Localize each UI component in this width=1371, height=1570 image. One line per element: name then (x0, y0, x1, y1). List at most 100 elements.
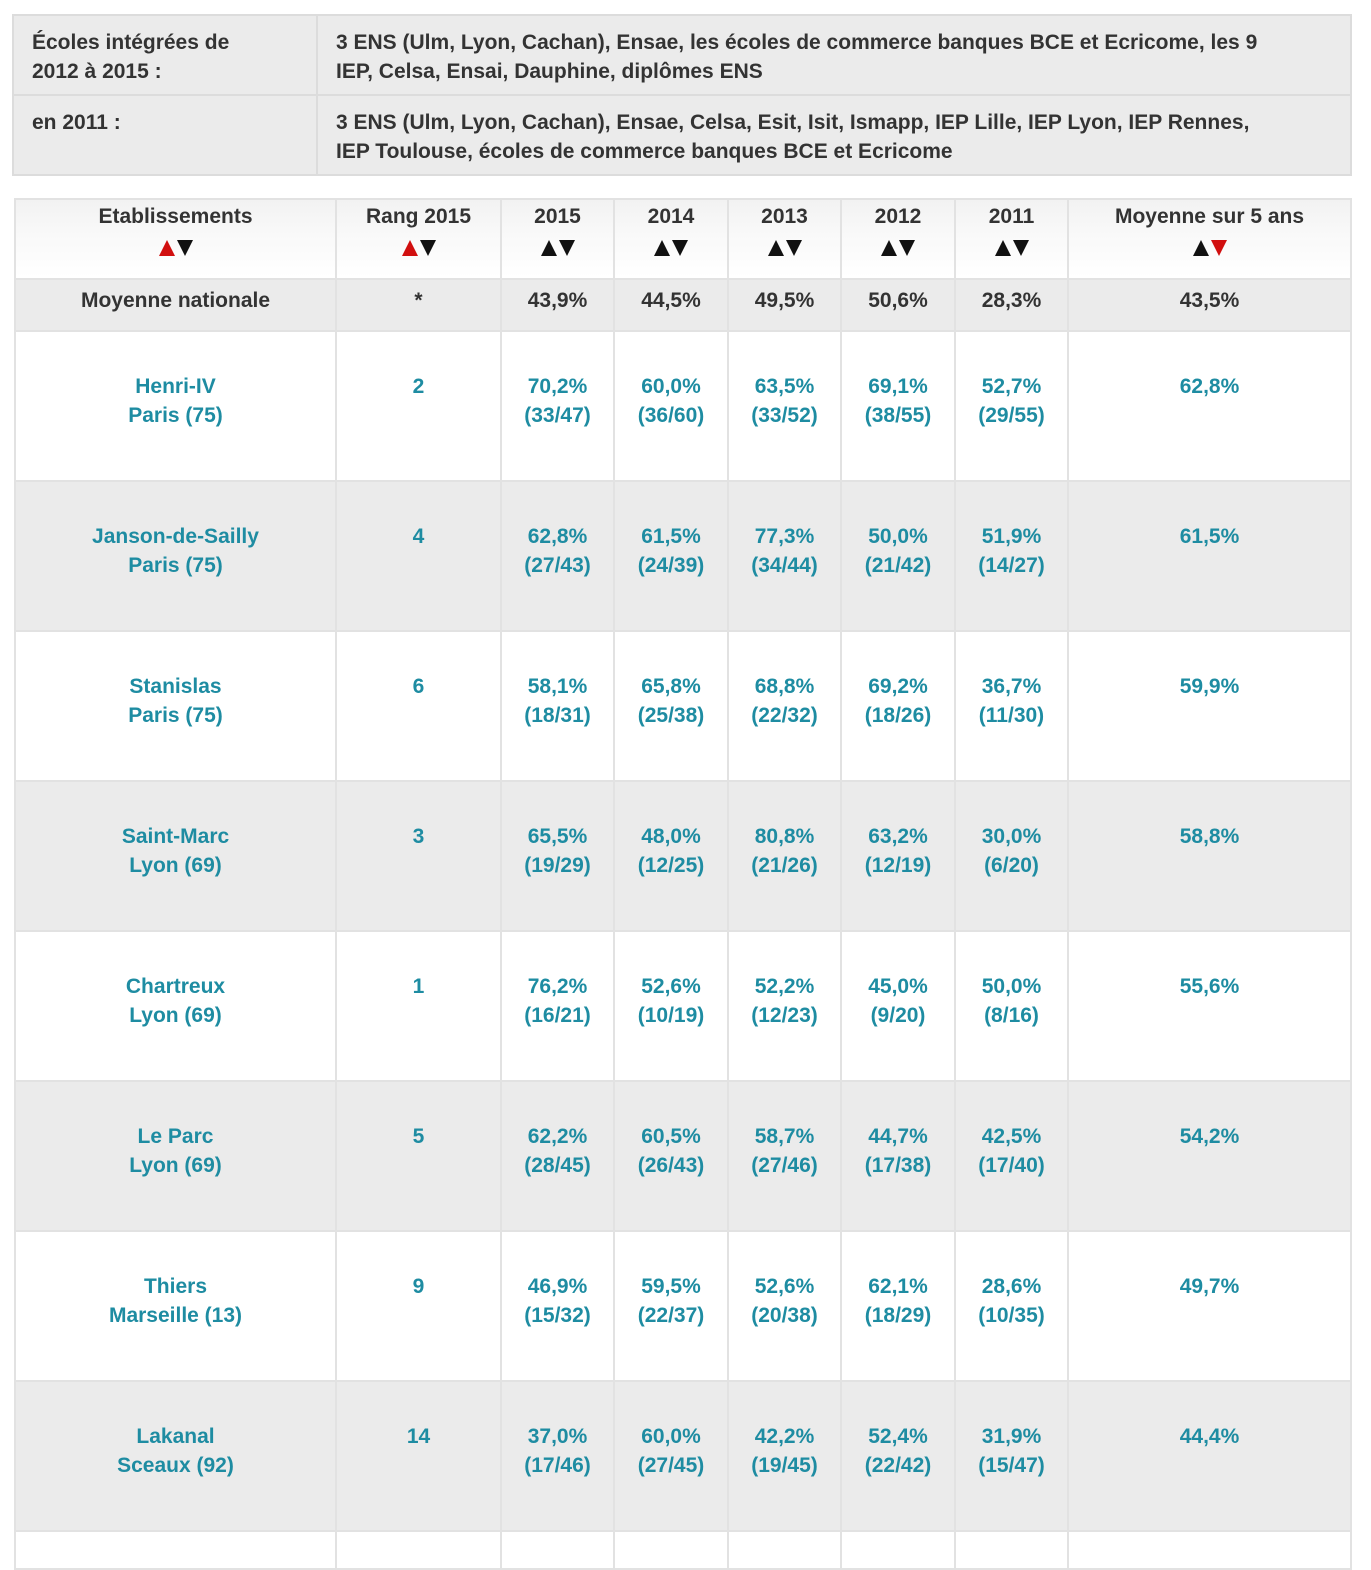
school-cell[interactable]: Le Parc Lyon (69) (14, 1080, 337, 1232)
year-cell: 50,0% (8/16) (954, 930, 1069, 1082)
year-pct: 48,0% (641, 825, 701, 848)
year-pct: 37,0% (527, 1425, 588, 1448)
sort-control[interactable] (729, 240, 840, 260)
table-row: Stanislas Paris (75) 6 58,1% (18/31) 65,8%… (14, 630, 1352, 782)
header-etablissements[interactable]: Etablissements (14, 198, 337, 280)
sort-desc-icon[interactable] (558, 240, 575, 256)
header-2014[interactable]: 2014 (613, 198, 729, 280)
sort-control[interactable] (337, 240, 500, 260)
year-frac: (28/45) (524, 1154, 591, 1177)
year-pct: 65,8% (641, 675, 701, 698)
info-row: Écoles intégrées de 2012 à 2015 : 3 ENS … (12, 14, 1352, 96)
year-frac: (6/20) (984, 854, 1039, 877)
year-frac: (17/38) (864, 1154, 932, 1177)
year-cell: 28,6% (10/35) (954, 1230, 1069, 1382)
school-cell[interactable]: Thiers Marseille (13) (14, 1230, 337, 1382)
year-frac: (27/45) (637, 1454, 705, 1477)
sort-asc-icon[interactable] (401, 240, 418, 256)
year-pct: 58,1% (527, 675, 588, 698)
sort-asc-icon[interactable] (654, 240, 670, 256)
year-frac: (33/52) (751, 404, 818, 427)
school-name-link[interactable]: Saint-Marc (121, 825, 230, 848)
sort-asc-icon[interactable] (994, 240, 1011, 256)
header-moyenne-5-ans[interactable]: Moyenne sur 5 ans (1067, 198, 1352, 280)
year-pct: 70,2% (527, 375, 588, 398)
year-frac: (16/21) (524, 1004, 591, 1027)
sort-desc-icon[interactable] (1012, 240, 1029, 256)
school-name-link[interactable]: Henri-IV (135, 375, 216, 398)
year-frac: (17/40) (978, 1154, 1045, 1177)
school-name-link[interactable]: Lakanal (136, 1425, 215, 1448)
sort-control[interactable] (502, 240, 613, 260)
year-cell: 37,0% (17/46) (500, 1380, 615, 1532)
sort-desc-icon[interactable] (176, 240, 193, 256)
school-city[interactable]: Paris (75) (128, 554, 223, 577)
header-2012[interactable]: 2012 (840, 198, 956, 280)
year-frac: (24/39) (637, 554, 705, 577)
year-cell: 58,7% (27/46) (727, 1080, 842, 1232)
year-frac: (26/43) (637, 1154, 705, 1177)
school-city[interactable]: Marseille (13) (108, 1304, 243, 1327)
year-frac: (10/35) (978, 1304, 1045, 1327)
year-frac: (29/55) (978, 404, 1045, 427)
empty-cell (1067, 1530, 1352, 1570)
average-cell: 62,8% (1067, 330, 1352, 482)
info-value: 3 ENS (Ulm, Lyon, Cachan), Ensae, les éc… (316, 14, 1352, 96)
sort-control[interactable] (956, 240, 1067, 260)
year-frac: (15/47) (978, 1454, 1045, 1477)
school-cell[interactable]: Saint-Marc Lyon (69) (14, 780, 337, 932)
year-pct: 45,0% (868, 975, 928, 998)
header-rang-2015[interactable]: Rang 2015 (335, 198, 502, 280)
school-name-link[interactable]: Stanislas (129, 675, 222, 698)
rank-cell: 5 (335, 1080, 502, 1232)
school-cell[interactable]: Lakanal Sceaux (92) (14, 1380, 337, 1532)
year-frac: (38/55) (864, 404, 932, 427)
info-row: en 2011 : 3 ENS (Ulm, Lyon, Cachan), Ens… (12, 94, 1352, 176)
school-city[interactable]: Paris (75) (128, 704, 223, 727)
header-2015[interactable]: 2015 (500, 198, 615, 280)
school-cell[interactable]: Chartreux Lyon (69) (14, 930, 337, 1082)
info-value: 3 ENS (Ulm, Lyon, Cachan), Ensae, Celsa,… (316, 94, 1352, 176)
sort-asc-icon[interactable] (540, 240, 557, 256)
school-name-link[interactable]: Le Parc (137, 1125, 214, 1148)
sort-control[interactable] (16, 240, 335, 260)
school-name-link[interactable]: Thiers (143, 1275, 208, 1298)
year-cell: 61,5% (24/39) (613, 480, 729, 632)
sort-asc-icon[interactable] (1192, 240, 1209, 256)
header-2011[interactable]: 2011 (954, 198, 1069, 280)
header-2013[interactable]: 2013 (727, 198, 842, 280)
school-city[interactable]: Lyon (69) (129, 1004, 222, 1027)
school-name-link[interactable]: Janson-de-Sailly (92, 525, 259, 548)
sort-desc-icon[interactable] (899, 240, 915, 256)
year-frac: (18/29) (864, 1304, 932, 1327)
sort-asc-icon[interactable] (881, 240, 897, 256)
school-city[interactable]: Paris (75) (128, 404, 223, 427)
sort-desc-icon[interactable] (419, 240, 436, 256)
ranking-table: Etablissements Rang 2015 2015 2014 2013 … (14, 198, 1352, 1570)
year-cell: 69,2% (18/26) (840, 630, 956, 782)
header-label: 2015 (534, 205, 581, 228)
year-cell: 51,9% (14/27) (954, 480, 1069, 632)
school-city[interactable]: Lyon (69) (129, 854, 222, 877)
school-name-link[interactable]: Chartreux (125, 975, 226, 998)
school-city[interactable]: Sceaux (92) (117, 1454, 234, 1477)
sort-desc-icon[interactable] (1210, 240, 1227, 256)
sort-control[interactable] (615, 240, 727, 260)
sort-control[interactable] (1069, 240, 1350, 260)
rank-cell: 9 (335, 1230, 502, 1382)
sort-asc-icon[interactable] (158, 240, 175, 256)
empty-cell (727, 1530, 842, 1570)
national-value: 28,3% (954, 278, 1069, 332)
year-frac: (19/45) (751, 1454, 818, 1477)
school-cell[interactable]: Henri-IV Paris (75) (14, 330, 337, 482)
sort-control[interactable] (842, 240, 954, 260)
school-city[interactable]: Lyon (69) (129, 1154, 222, 1177)
school-cell[interactable]: Janson-de-Sailly Paris (75) (14, 480, 337, 632)
school-cell[interactable]: Stanislas Paris (75) (14, 630, 337, 782)
empty-cell (14, 1530, 337, 1570)
sort-asc-icon[interactable] (767, 240, 784, 256)
sort-desc-icon[interactable] (785, 240, 802, 256)
sort-desc-icon[interactable] (672, 240, 688, 256)
national-value: 43,9% (500, 278, 615, 332)
year-cell: 52,4% (22/42) (840, 1380, 956, 1532)
